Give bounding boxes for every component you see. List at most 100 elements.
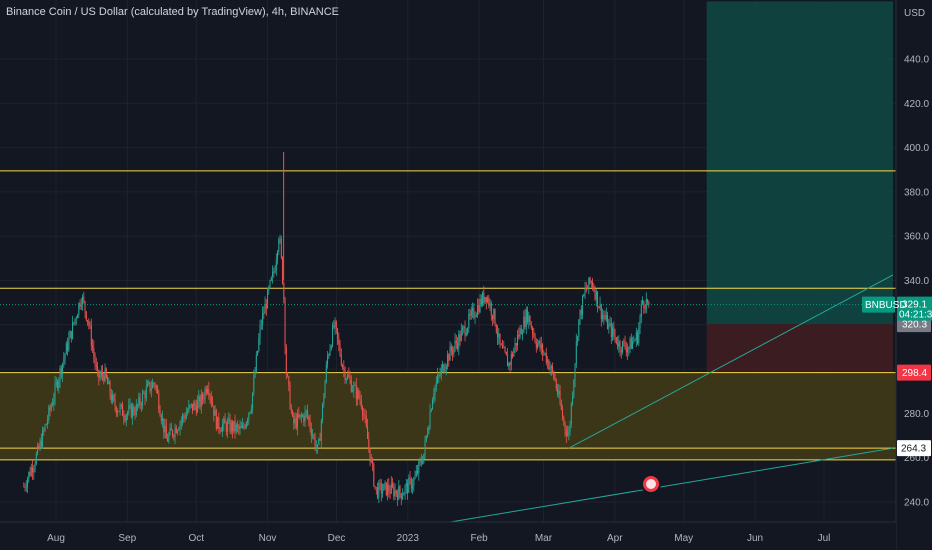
candle-body [578,319,580,338]
y-tick-label: 360.0 [904,232,929,243]
candle-body [283,283,285,299]
candle-body [452,351,454,354]
candle-body [643,300,645,308]
candle-body [509,363,511,365]
candle-body [393,486,395,497]
candle-body [567,433,569,436]
candle-body [29,472,31,476]
candle-body [134,413,136,415]
candle-body [43,430,45,431]
candle-body [369,447,371,462]
candle-body [30,467,32,476]
candle-body [354,385,356,386]
candle-body [308,416,310,420]
candle-body [260,324,262,326]
candle-body [102,371,104,376]
candle-body [184,417,186,419]
candle-body [345,378,347,380]
candle-body [338,338,340,345]
candle-body [437,375,439,383]
candle-body [510,354,512,365]
candle-body [313,435,315,437]
candle-body [583,294,585,297]
candle-body [629,338,631,347]
candle-body [564,422,566,430]
candle-body [410,478,412,489]
support-badge-bg [897,440,931,457]
candle-body [72,322,74,339]
candle-body [587,288,589,290]
candle-body [527,309,529,323]
candle-body [295,418,297,428]
candle-body [627,349,629,353]
candle-body [288,376,290,385]
candle-body [379,482,381,484]
us-flag-event-icon[interactable] [641,474,661,494]
candle-body [298,414,300,417]
candle-body [407,483,409,493]
candle-body [457,343,459,349]
candle-body [522,332,524,335]
candle-body [435,382,437,387]
candle-body [154,383,156,387]
candle-body [340,355,342,366]
candle-body [138,397,140,406]
candle-body [235,424,237,432]
candle-body [37,445,39,454]
candle-body [372,459,374,465]
candle-body [269,280,271,288]
candle-body [482,292,484,305]
candle-body [158,393,160,410]
candle-body [165,425,167,439]
candle-body [488,298,490,306]
candle-body [429,411,431,428]
candle-body [575,341,577,365]
candle-body [247,419,249,423]
candle-body [513,349,515,357]
candle-body [218,416,220,430]
support-zone [0,372,896,460]
candle-body [390,483,392,494]
candle-body [378,482,380,498]
candle-body [209,394,211,397]
candle-body [365,416,367,427]
candle-body [439,374,441,376]
candle-body [389,491,391,494]
candle-body [569,423,571,433]
candle-body [232,422,234,432]
candle-body [152,382,154,389]
candle-body [254,371,256,378]
candle-body [442,364,444,369]
candle-body [402,495,404,499]
candle-body [284,298,286,348]
candle-body [324,381,326,398]
candle-body [542,344,544,354]
symbol-label-bg [862,296,895,313]
candle-body [183,415,185,418]
candle-body [143,393,145,394]
candle-body [297,414,299,428]
candle-body [528,315,530,323]
x-tick-label: Oct [188,533,204,544]
candle-body [612,327,614,338]
candle-body [620,350,622,353]
position-loss-zone [706,324,893,373]
stop-loss-badge-bg [897,364,931,381]
candle-body [68,338,70,351]
candle-body [114,399,116,408]
candle-body [518,334,520,337]
candle-body [69,331,71,339]
entry-badge: 320.3 [902,320,927,331]
candle-body [553,371,555,379]
candle-body [195,405,197,413]
candle-body [274,270,276,273]
candle-body [317,444,319,448]
candle-body [325,364,327,382]
candle-body [634,339,636,341]
candle-body [282,257,284,284]
candle-body [264,303,266,314]
candle-body [98,370,100,378]
candle-body [597,291,599,307]
candle-body [607,315,609,329]
